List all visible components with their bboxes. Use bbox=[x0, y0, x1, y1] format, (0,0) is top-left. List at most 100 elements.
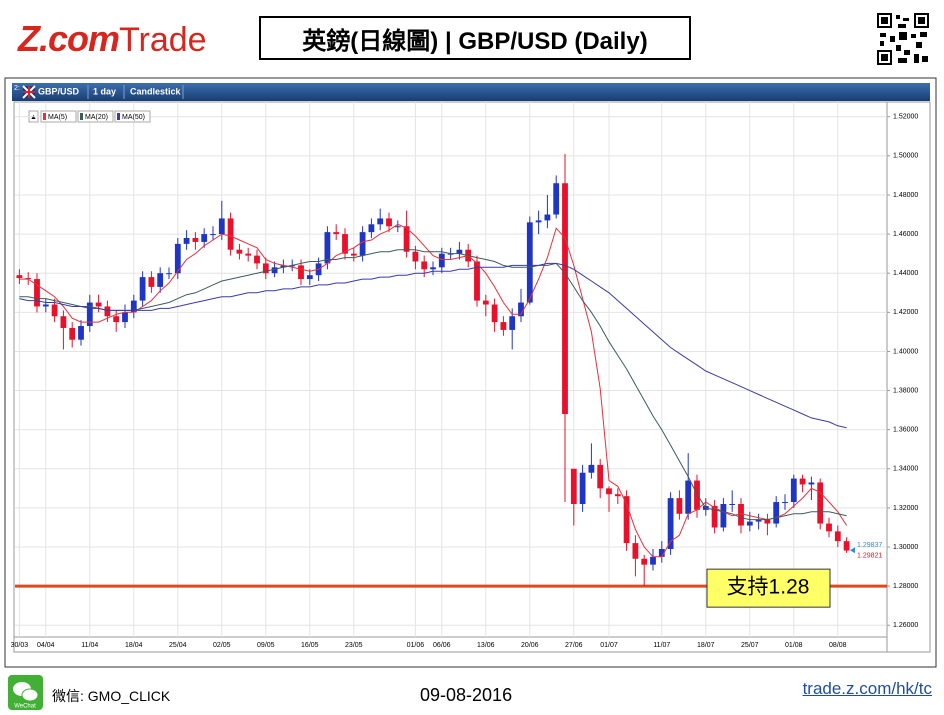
candle-body bbox=[166, 273, 172, 275]
candle-body bbox=[298, 265, 304, 280]
candle-body bbox=[394, 226, 401, 228]
plot-area bbox=[15, 102, 887, 637]
x-tick-label: 08/08 bbox=[829, 642, 847, 649]
candle-body bbox=[174, 243, 181, 274]
candle-body bbox=[148, 277, 155, 287]
x-tick-label: 04/04 bbox=[37, 642, 55, 649]
candle-body bbox=[227, 218, 234, 250]
candle-body bbox=[16, 275, 23, 279]
candle-body bbox=[25, 278, 32, 280]
annotation-box bbox=[706, 568, 831, 608]
candle-body bbox=[562, 183, 568, 415]
candle-body bbox=[254, 255, 260, 264]
candle-body bbox=[245, 253, 252, 256]
candle-body bbox=[157, 273, 164, 287]
candle-body bbox=[641, 558, 648, 565]
page-title: 英鎊(日線圖) | GBP/USD (Daily) bbox=[259, 16, 691, 60]
candle-body bbox=[130, 300, 137, 313]
candle-body bbox=[553, 183, 560, 215]
candle-body bbox=[377, 218, 384, 225]
x-tick-label: 23/05 bbox=[345, 642, 363, 649]
logo: Z.comTrade bbox=[18, 18, 207, 59]
y-tick-label: 1.46000 bbox=[893, 231, 918, 238]
candle-body bbox=[412, 251, 419, 262]
candle-body bbox=[826, 523, 832, 532]
candle-body bbox=[421, 261, 428, 270]
legend-box[interactable] bbox=[77, 110, 114, 123]
candle-body bbox=[729, 504, 736, 505]
candle-body bbox=[834, 531, 841, 542]
candle-body bbox=[236, 249, 243, 254]
x-tick-label: 02/05 bbox=[213, 642, 231, 649]
legend-box[interactable] bbox=[114, 110, 151, 123]
annotation: 支持1.28 bbox=[727, 576, 810, 599]
y-tick-label: 1.36000 bbox=[893, 427, 918, 434]
candle-body bbox=[104, 306, 111, 317]
y-tick-label: 1.44000 bbox=[893, 270, 918, 277]
x-tick-label: 06/06 bbox=[433, 642, 451, 649]
y-tick-label: 1.34000 bbox=[893, 466, 918, 473]
candle-body bbox=[773, 502, 780, 524]
site-link[interactable]: trade.z.com/hk/tc bbox=[802, 679, 932, 698]
symbol-tab[interactable]: GBP/USD bbox=[38, 86, 80, 96]
y-tick-label: 1.30000 bbox=[893, 544, 918, 551]
x-tick-label: 30/03 bbox=[11, 642, 29, 649]
x-tick-label: 11/07 bbox=[653, 642, 670, 649]
candle-body bbox=[614, 494, 621, 497]
candle-body bbox=[474, 261, 480, 301]
candle-body bbox=[359, 232, 366, 256]
candle-body bbox=[738, 504, 744, 526]
candle-body bbox=[720, 504, 727, 528]
report-date: 09-08-2016 bbox=[420, 685, 513, 705]
candle-body bbox=[650, 556, 656, 565]
candle-body bbox=[113, 316, 120, 323]
candle-body bbox=[430, 267, 436, 270]
candle-body bbox=[280, 265, 287, 268]
candle-body bbox=[491, 304, 498, 323]
candle-body bbox=[817, 482, 824, 524]
period-tab[interactable]: 1 day bbox=[93, 86, 116, 96]
x-tick-label: 11/04 bbox=[81, 642, 98, 649]
candle-body bbox=[34, 279, 40, 307]
x-tick-label: 09/05 bbox=[257, 642, 275, 649]
legend-swatch bbox=[43, 113, 46, 120]
candle-body bbox=[632, 543, 639, 559]
candle-body bbox=[192, 238, 199, 242]
x-tick-label: 25/07 bbox=[741, 642, 759, 649]
candle-body bbox=[658, 548, 665, 557]
ma-line bbox=[19, 223, 848, 558]
candle-body bbox=[782, 502, 788, 504]
x-tick-label: 16/05 bbox=[301, 642, 319, 649]
candle-body bbox=[350, 253, 357, 256]
candle-body bbox=[623, 496, 630, 544]
candle-body bbox=[438, 253, 445, 268]
candle-body bbox=[271, 267, 278, 274]
x-tick-label: 18/04 bbox=[125, 642, 143, 649]
candle-body bbox=[51, 304, 58, 317]
qr-code bbox=[876, 12, 930, 66]
candle-body bbox=[509, 316, 516, 330]
candle-body bbox=[386, 218, 392, 227]
candle-body bbox=[535, 220, 542, 223]
candle-body bbox=[210, 234, 216, 236]
candle-body bbox=[42, 304, 49, 307]
toolbar bbox=[12, 83, 930, 101]
candle-body bbox=[500, 322, 507, 330]
candle-body bbox=[262, 263, 269, 274]
legend-box[interactable] bbox=[40, 110, 77, 123]
candle-body bbox=[456, 249, 463, 254]
x-tick-label: 25/04 bbox=[169, 642, 187, 649]
candle-body bbox=[333, 232, 340, 235]
candle-body bbox=[843, 541, 850, 551]
legend-label: MA(5) bbox=[48, 114, 67, 121]
y-tick-label: 1.32000 bbox=[893, 505, 918, 512]
logo-trade: Trade bbox=[119, 21, 207, 59]
candle-body bbox=[606, 488, 612, 495]
candle-body bbox=[755, 519, 762, 522]
candle-body bbox=[764, 519, 771, 524]
style-tab[interactable]: Candlestick bbox=[130, 86, 182, 96]
candle-body bbox=[711, 505, 718, 528]
x-tick-label: 27/06 bbox=[565, 642, 583, 649]
candle-body bbox=[746, 521, 753, 526]
